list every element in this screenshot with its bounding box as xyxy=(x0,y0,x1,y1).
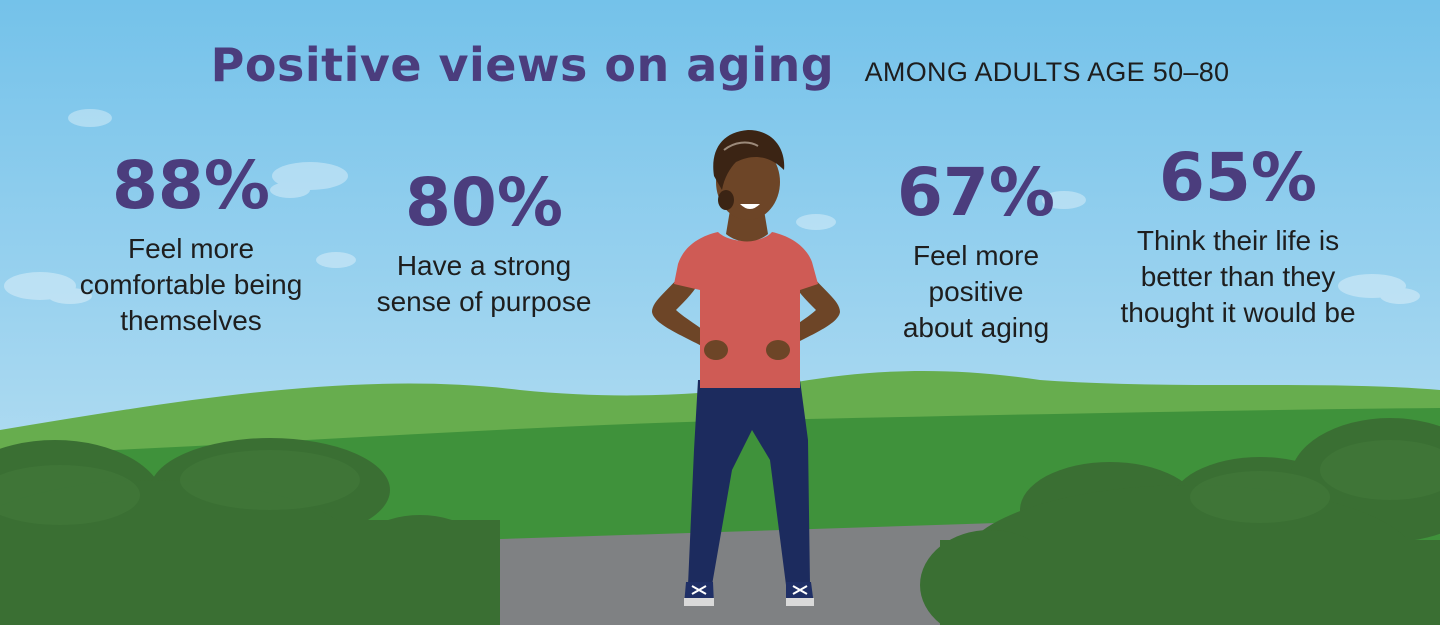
stat-block-comfortable: 88% Feel more comfortable being themselv… xyxy=(41,153,341,339)
right-bush-highlights xyxy=(1190,440,1440,523)
page-subtitle: AMONG ADULTS AGE 50–80 xyxy=(864,57,1230,87)
left-bush-highlights xyxy=(0,450,360,525)
smile xyxy=(740,204,760,209)
pants xyxy=(688,380,810,585)
left-hand xyxy=(704,340,728,360)
stat-value: 80% xyxy=(405,164,563,241)
stat-value: 67% xyxy=(897,154,1055,231)
stat-label: Have a strong sense of purpose xyxy=(376,250,592,317)
page-title: Positive views on aging xyxy=(210,38,835,92)
shoes xyxy=(684,582,814,606)
stat-label: Feel more positive about aging xyxy=(902,240,1050,343)
stat-block-aging: 67% Feel more positive about aging xyxy=(826,160,1126,346)
stat-label: Think their life is better than they tho… xyxy=(1120,225,1356,328)
stat-value: 65% xyxy=(1159,139,1317,216)
stat-block-purpose: 80% Have a strong sense of purpose xyxy=(334,170,634,320)
title-row: Positive views on aging AMONG ADULTS AGE… xyxy=(0,38,1440,92)
clouds xyxy=(4,109,1420,304)
hair-bun xyxy=(718,190,734,210)
stat-label: Feel more comfortable being themselves xyxy=(79,233,303,336)
woman-figure xyxy=(652,130,840,606)
stat-block-life-better: 65% Think their life is better than they… xyxy=(1088,145,1388,331)
stat-value: 88% xyxy=(112,147,270,224)
right-hand xyxy=(766,340,790,360)
